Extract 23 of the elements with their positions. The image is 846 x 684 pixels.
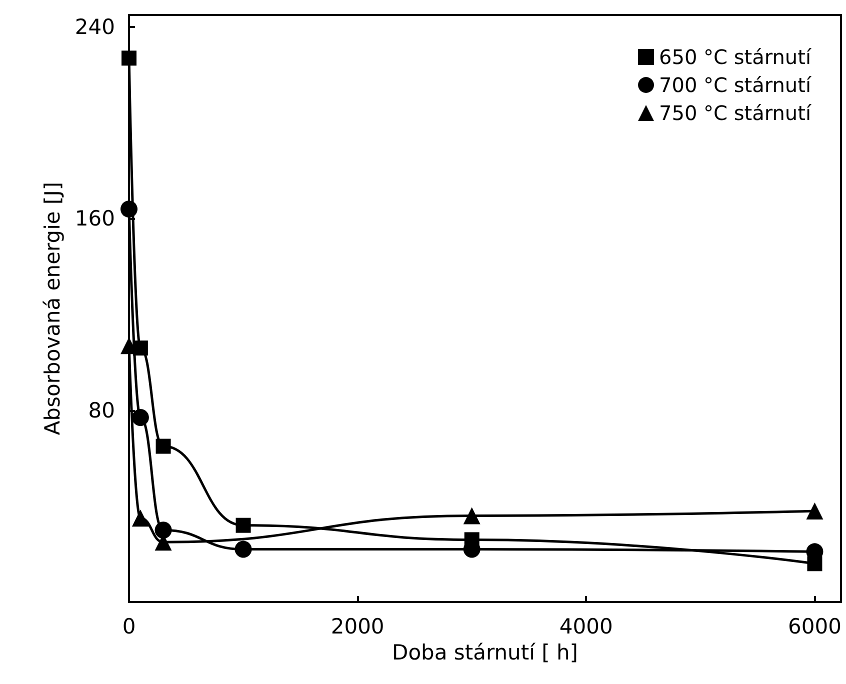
- point: [463, 507, 480, 524]
- point: [132, 340, 148, 356]
- x-tick-label: 6000: [788, 614, 842, 638]
- x-tick-label: 0: [122, 614, 136, 638]
- y-tick-label: 240: [74, 14, 115, 39]
- legend-label: 750 °C stárnutí: [659, 101, 812, 125]
- legend-label: 650 °C stárnutí: [659, 45, 812, 69]
- x-tick-label: 2000: [330, 614, 384, 638]
- point: [806, 502, 824, 520]
- point: [132, 510, 149, 527]
- point: [156, 438, 171, 454]
- point: [132, 409, 149, 426]
- y-tick-label: 160: [74, 206, 115, 231]
- point: [120, 200, 138, 218]
- x-axis-title: Doba stárnutí [ h]: [392, 640, 578, 664]
- point: [122, 50, 136, 66]
- point: [154, 522, 172, 539]
- x-tick-label: 4000: [559, 614, 613, 638]
- y-tick-label: 80: [88, 398, 115, 422]
- point: [236, 518, 251, 533]
- legend-label: 700 °C stárnutí: [659, 73, 812, 97]
- y-axis-title: Absorbovaná energie [J]: [40, 182, 64, 436]
- point: [234, 540, 252, 558]
